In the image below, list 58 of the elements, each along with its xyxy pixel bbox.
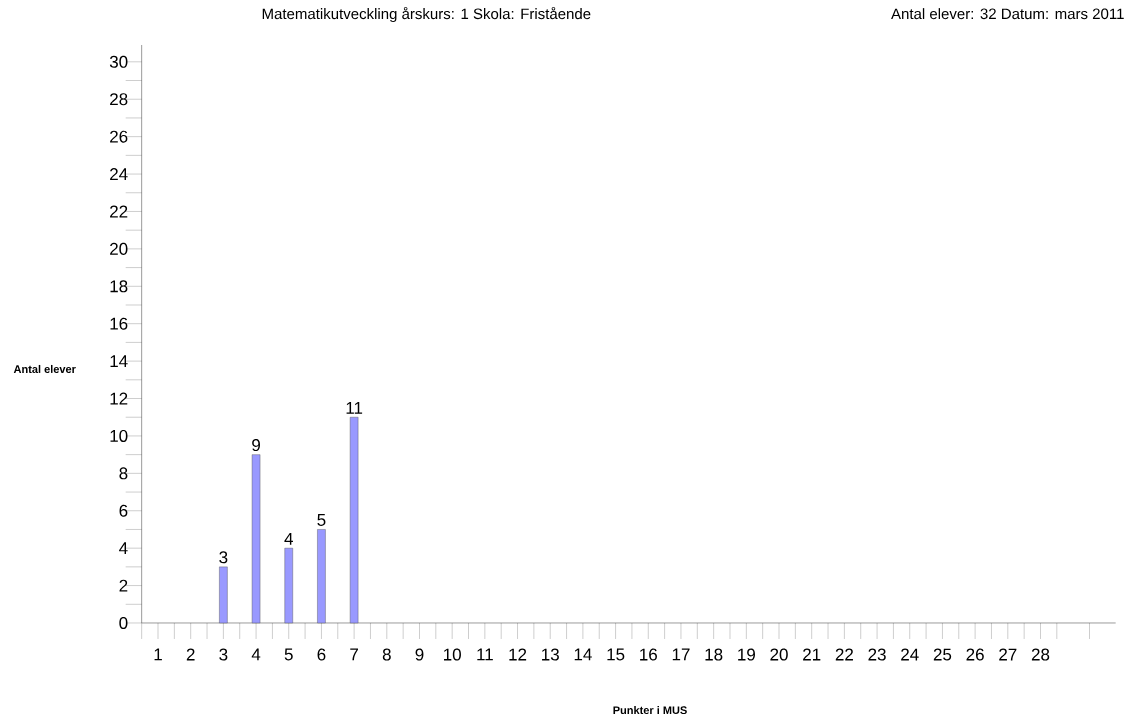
- x-tick-label: 10: [444, 648, 461, 661]
- y-tick-label: 20: [110, 242, 128, 255]
- x-tick-label: 2: [186, 648, 195, 661]
- x-tick-label: 21: [803, 648, 821, 661]
- x-tick-label: 1: [154, 648, 162, 661]
- y-tick-label: 30: [109, 55, 128, 68]
- bar: [284, 547, 293, 624]
- x-tick-label: 11: [477, 648, 493, 661]
- x-tick-label: 18: [705, 648, 723, 661]
- x-tick-label: 20: [770, 648, 788, 661]
- data-label: 4: [284, 532, 293, 545]
- x-tick-label: 15: [607, 648, 625, 661]
- x-tick-label: 8: [382, 648, 391, 661]
- x-tick-label: 25: [933, 648, 952, 661]
- y-axis-title: Antal elever: [13, 364, 76, 374]
- x-tick-label: 24: [901, 648, 919, 661]
- chart-subtitle: Antal elever: 32 Datum: mars 2011: [891, 8, 1124, 20]
- x-tick-label: 27: [999, 648, 1017, 661]
- data-label: 11: [346, 401, 363, 414]
- x-tick-label: 6: [317, 648, 326, 661]
- y-tick-label: 6: [119, 504, 128, 517]
- bar: [317, 529, 326, 624]
- x-tick-label: 23: [868, 648, 886, 661]
- y-tick-label: 10: [110, 429, 128, 442]
- y-tick-label: 12: [110, 392, 128, 405]
- y-tick-label: 22: [110, 205, 128, 218]
- x-tick-label: 28: [1031, 648, 1050, 661]
- y-tick-label: 26: [110, 130, 128, 143]
- x-tick-label: 22: [835, 648, 853, 661]
- y-tick-label: 8: [119, 467, 128, 480]
- x-tick-label: 26: [966, 648, 984, 661]
- x-tick-label: 14: [574, 648, 592, 661]
- y-tick-label: 28: [110, 93, 128, 106]
- x-tick-label: 12: [509, 648, 527, 661]
- y-tick-label: 16: [110, 317, 128, 330]
- x-tick-label: 4: [251, 648, 261, 661]
- bar: [219, 566, 228, 624]
- data-label: 3: [219, 551, 228, 564]
- chart-title: Matematikutveckling årskurs: 1 Skola: Fristående: [262, 6, 591, 23]
- x-tick-label: 5: [284, 648, 293, 661]
- data-label: 5: [317, 514, 326, 526]
- data-label: 9: [252, 439, 260, 452]
- bar: [251, 454, 261, 624]
- bar: [349, 417, 359, 624]
- x-axis-title: Punkter i MUS: [613, 706, 687, 715]
- y-tick-label: 14: [110, 355, 128, 367]
- x-tick-label: 9: [415, 648, 424, 661]
- y-tick-label: 4: [119, 542, 128, 555]
- y-tick-label: 18: [110, 280, 128, 293]
- x-tick-label: 17: [672, 648, 690, 661]
- y-tick-label: 2: [119, 579, 128, 592]
- y-tick-label: 0: [119, 616, 128, 630]
- x-tick-label: 7: [350, 648, 358, 661]
- x-tick-label: 16: [640, 648, 657, 661]
- y-tick-label: 24: [110, 168, 128, 180]
- x-tick-label: 13: [542, 648, 559, 661]
- x-tick-label: 3: [219, 648, 228, 661]
- x-tick-label: 19: [738, 648, 755, 661]
